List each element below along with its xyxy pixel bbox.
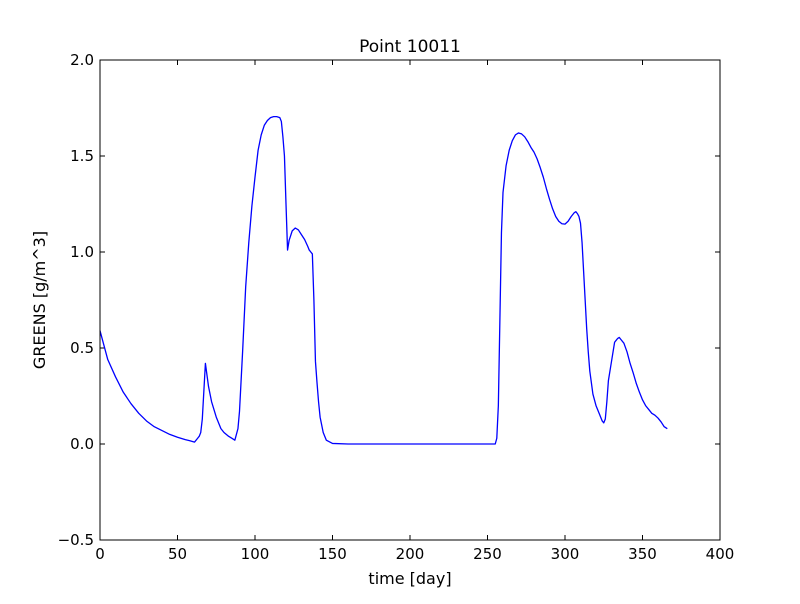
- y-tick-label: 2.0: [70, 51, 94, 69]
- series-lines: [99, 115, 668, 445]
- chart-title: Point 10011: [359, 37, 461, 57]
- y-tick-label: −0.5: [58, 531, 94, 549]
- x-tick-label: 50: [168, 545, 187, 563]
- x-tick-label: 300: [551, 545, 580, 563]
- y-tick-label: 0.5: [70, 339, 94, 357]
- x-tick-label: 250: [473, 545, 502, 563]
- x-tick-label: 350: [628, 545, 657, 563]
- y-axis-label: GREENS [g/m^3]: [30, 231, 49, 369]
- x-tick-label: 100: [241, 545, 270, 563]
- y-tick-label: 1.5: [70, 147, 94, 165]
- x-tick-label: 150: [318, 545, 347, 563]
- x-tick-label: 200: [396, 545, 425, 563]
- x-tick-label: 400: [706, 545, 735, 563]
- plot-frame: [99, 59, 721, 541]
- y-tick-label: 0.0: [70, 435, 94, 453]
- series-line: [99, 115, 668, 445]
- x-tick-label: 0: [95, 545, 105, 563]
- x-axis-label: time [day]: [368, 569, 451, 588]
- tick-labels: 0 50 100 150 200 250 300 350 400 −0.5 0.0 0.5 1.0 1.5…: [58, 51, 735, 563]
- y-tick-label: 1.0: [70, 243, 94, 261]
